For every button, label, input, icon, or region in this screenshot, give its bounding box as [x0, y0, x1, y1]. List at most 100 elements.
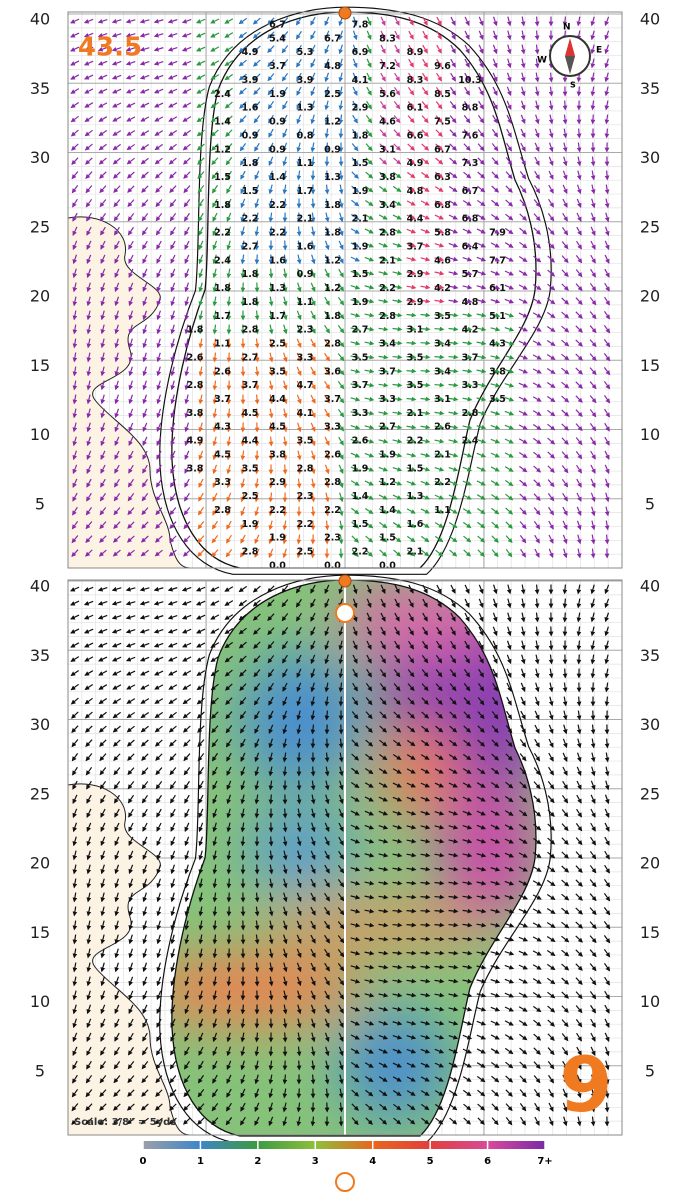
slope-arrow	[252, 17, 261, 25]
slope-arrow	[364, 340, 375, 346]
slope-arrow	[238, 599, 247, 607]
slope-arrow	[83, 600, 94, 606]
slope-arrow	[462, 214, 472, 220]
slope-arrow	[281, 17, 289, 26]
slope-arrow	[378, 382, 389, 388]
slope-arrow	[296, 296, 302, 307]
y-tick-label: 15	[30, 923, 50, 942]
slope-arrow	[128, 948, 134, 959]
slope-arrow	[114, 338, 120, 349]
slope-arrow	[211, 184, 219, 194]
slope-arrow	[603, 367, 611, 376]
slope-arrow	[126, 130, 136, 136]
slope-arrow	[548, 100, 554, 111]
slope-arrow	[226, 492, 232, 503]
slope-arrow	[406, 200, 416, 206]
slope-arrow	[225, 115, 233, 123]
slope-arrow	[534, 86, 540, 97]
slope-arrow	[183, 535, 191, 543]
slope-value: 1.6	[269, 255, 286, 266]
slope-arrow	[310, 296, 316, 306]
slope-arrow	[590, 212, 596, 223]
slope-value: 8.8	[462, 103, 479, 114]
slope-arrow	[350, 213, 360, 221]
slope-arrow	[504, 424, 514, 430]
slope-arrow	[490, 242, 500, 248]
slope-arrow	[70, 669, 80, 677]
slope-arrow	[379, 115, 387, 124]
slope-arrow	[338, 548, 344, 559]
slope-value: 3.9	[297, 75, 314, 86]
slope-arrow	[140, 143, 150, 151]
slope-value: 2.4	[462, 436, 479, 447]
slope-arrow	[506, 668, 512, 678]
slope-arrow	[324, 324, 330, 334]
slope-arrow	[128, 934, 134, 945]
slope-arrow	[448, 214, 458, 220]
slope-arrow	[196, 46, 206, 52]
slope-arrow	[198, 310, 204, 321]
slope-value: 0.9	[269, 117, 286, 128]
slope-arrow	[534, 612, 540, 623]
y-tick-label: 35	[30, 79, 50, 98]
slope-value: 0.9	[297, 269, 314, 280]
slope-arrow	[576, 520, 582, 531]
slope-arrow	[71, 171, 79, 180]
green-size: 43.5	[78, 33, 142, 63]
y-tick-label: 30	[30, 148, 50, 167]
slope-arrow	[393, 129, 401, 138]
slope-arrow	[561, 1019, 569, 1028]
slope-value: 2.4	[214, 89, 231, 100]
slope-value: 1.1	[434, 505, 451, 516]
slope-arrow	[406, 186, 416, 192]
slope-arrow	[575, 822, 583, 832]
slope-arrow	[198, 450, 204, 461]
slope-value: 1.1	[297, 158, 314, 169]
slope-arrow	[604, 282, 610, 292]
slope-value: 3.4	[434, 366, 451, 377]
slope-arrow	[463, 157, 472, 165]
slope-arrow	[561, 977, 570, 985]
slope-arrow	[491, 143, 499, 152]
slope-arrow	[198, 794, 204, 804]
slope-arrow	[476, 214, 486, 220]
slope-arrow	[128, 976, 134, 987]
slope-arrow	[421, 101, 429, 110]
slope-arrow	[504, 396, 515, 402]
slope-arrow	[86, 282, 92, 293]
slope-arrow	[84, 684, 94, 691]
slope-arrow	[350, 256, 360, 262]
slope-arrow	[140, 157, 149, 165]
slope-arrow	[268, 282, 274, 293]
slope-arrow	[168, 656, 178, 662]
slope-arrow	[393, 157, 402, 165]
slope-arrow	[434, 354, 445, 360]
slope-value: 2.6	[187, 352, 204, 363]
slope-arrow	[296, 128, 302, 139]
slope-arrow	[114, 240, 120, 250]
slope-arrow	[142, 240, 148, 250]
slope-arrow	[154, 725, 163, 733]
slope-arrow	[142, 310, 148, 321]
slope-arrow	[72, 240, 78, 251]
slope-arrow	[210, 115, 219, 123]
slope-arrow	[547, 809, 555, 817]
slope-arrow	[364, 396, 375, 402]
slope-arrow	[86, 296, 92, 307]
slope-arrow	[71, 184, 79, 194]
slope-arrow	[434, 171, 444, 179]
slope-value: 1.8	[214, 283, 231, 294]
slope-arrow	[296, 1060, 302, 1071]
slope-arrow	[156, 934, 162, 945]
slope-arrow	[420, 298, 431, 304]
slope-arrow	[462, 242, 473, 248]
slope-arrow	[477, 143, 485, 152]
slope-arrow	[142, 948, 148, 959]
slope-arrow	[364, 480, 374, 486]
slope-arrow	[71, 725, 79, 733]
slope-arrow	[140, 102, 150, 108]
slope-arrow	[463, 100, 471, 110]
slope-arrow	[547, 283, 556, 291]
slope-arrow	[406, 298, 417, 304]
slope-arrow	[590, 752, 596, 763]
